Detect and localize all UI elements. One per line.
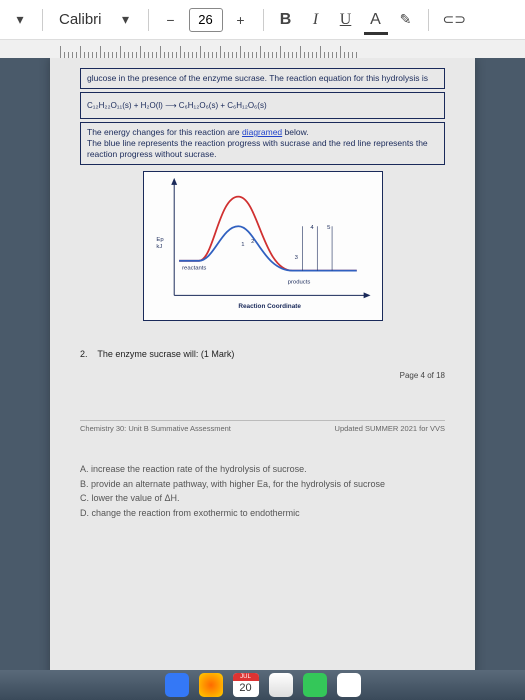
energy-desc-2: below.: [282, 127, 308, 137]
font-size-input[interactable]: 26: [189, 8, 223, 32]
ruler: [0, 40, 525, 58]
svg-text:5: 5: [327, 225, 331, 231]
question-text: The enzyme sucrase will: (1 Mark): [97, 349, 234, 359]
svg-text:1: 1: [241, 242, 244, 248]
answer-c[interactable]: C. lower the value of ΔH.: [80, 492, 445, 505]
lines-desc: The blue line represents the reaction pr…: [87, 138, 438, 160]
svg-text:2: 2: [251, 239, 254, 245]
text-color-button[interactable]: A: [364, 7, 388, 33]
font-dropdown[interactable]: ▾: [114, 7, 138, 33]
decrease-font-button[interactable]: −: [159, 7, 183, 33]
underline-button[interactable]: U: [334, 7, 358, 33]
diagram-link[interactable]: diagramed: [242, 127, 282, 137]
footer-right: Updated SUMMER 2021 for VVS: [335, 424, 445, 433]
dock-app-icon[interactable]: [165, 673, 189, 697]
energy-diagram-chart: 1 2 3 4 5 Ep kJ reactants products React…: [143, 171, 383, 321]
bold-button[interactable]: B: [274, 7, 298, 33]
divider: [263, 9, 264, 31]
document-page[interactable]: glucose in the presence of the enzyme su…: [50, 58, 475, 700]
equation-box: C₁₂H₂₂O₁₁(s) + H₂O(l) ⟶ C₆H₁₂O₆(s) + C₆H…: [80, 92, 445, 119]
page-number: Page 4 of 18: [80, 371, 445, 380]
answer-a[interactable]: A. increase the reaction rate of the hyd…: [80, 463, 445, 476]
intro-box: glucose in the presence of the enzyme su…: [80, 68, 445, 89]
reactants-label: reactants: [182, 266, 206, 272]
italic-button[interactable]: I: [304, 7, 328, 33]
macos-dock: JUL 20: [0, 670, 525, 700]
y-axis-label: Ep: [156, 237, 164, 243]
dock-app-icon[interactable]: [199, 673, 223, 697]
calendar-day: 20: [239, 681, 251, 695]
question-row: 2. The enzyme sucrase will: (1 Mark): [80, 349, 445, 359]
svg-text:4: 4: [310, 225, 314, 231]
divider: [428, 9, 429, 31]
svg-text:kJ: kJ: [156, 244, 162, 250]
description-box: The energy changes for this reaction are…: [80, 122, 445, 165]
page-footer: Chemistry 30: Unit B Summative Assessmen…: [80, 420, 445, 433]
page-canvas: glucose in the presence of the enzyme su…: [0, 58, 525, 700]
products-label: products: [287, 280, 310, 286]
question-number: 2.: [80, 349, 88, 359]
dock-app-icon[interactable]: [269, 673, 293, 697]
calendar-month: JUL: [233, 673, 259, 681]
x-axis-label: Reaction Coordinate: [238, 303, 301, 310]
paragraph-style-dropdown[interactable]: ▾: [8, 7, 32, 33]
calendar-icon[interactable]: JUL 20: [233, 673, 259, 697]
font-name-display[interactable]: Calibri: [53, 11, 108, 28]
highlighter-button[interactable]: ✎: [394, 7, 418, 33]
increase-font-button[interactable]: +: [229, 7, 253, 33]
formatting-toolbar: ▾ Calibri ▾ − 26 + B I U A ✎ ⊂⊃: [0, 0, 525, 40]
dock-app-icon[interactable]: [337, 673, 361, 697]
divider: [42, 9, 43, 31]
answer-b[interactable]: B. provide an alternate pathway, with hi…: [80, 478, 445, 491]
link-button[interactable]: ⊂⊃: [439, 7, 470, 33]
footer-left: Chemistry 30: Unit B Summative Assessmen…: [80, 424, 231, 433]
divider: [148, 9, 149, 31]
dock-app-icon[interactable]: [303, 673, 327, 697]
answer-options: A. increase the reaction rate of the hyd…: [80, 463, 445, 519]
chart-svg: 1 2 3 4 5 Ep kJ reactants products React…: [144, 172, 382, 320]
energy-desc: The energy changes for this reaction are: [87, 127, 242, 137]
intro-text: glucose in the presence of the enzyme su…: [87, 73, 438, 84]
svg-text:3: 3: [294, 255, 298, 261]
answer-d[interactable]: D. change the reaction from exothermic t…: [80, 507, 445, 520]
chemical-equation: C₁₂H₂₂O₁₁(s) + H₂O(l) ⟶ C₆H₁₂O₆(s) + C₆H…: [87, 101, 438, 110]
